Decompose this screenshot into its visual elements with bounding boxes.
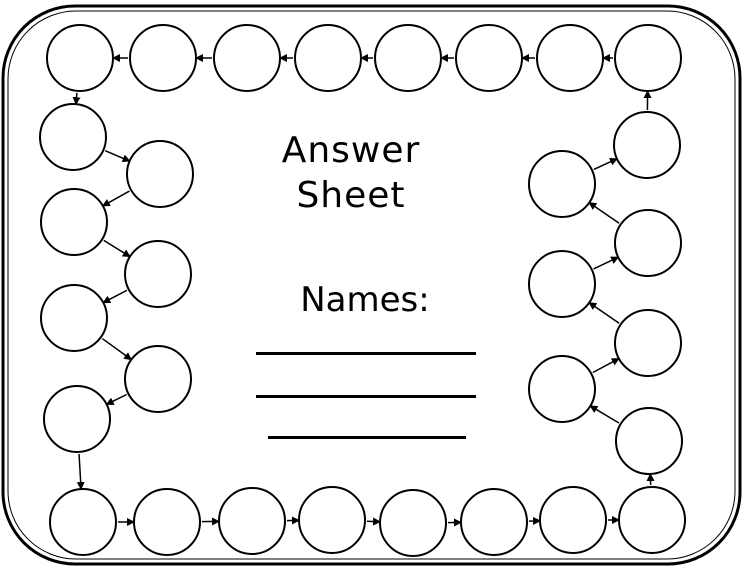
answer-circle[interactable] <box>43 385 111 453</box>
title-line-2: Sheet <box>296 175 406 216</box>
name-line[interactable] <box>256 352 476 355</box>
path-arrow <box>105 393 127 405</box>
answer-circle[interactable] <box>126 140 194 208</box>
outer-border <box>1 4 742 566</box>
title-line-1: Answer <box>281 130 421 171</box>
inner-border <box>7 10 736 560</box>
answer-circle[interactable] <box>455 24 523 92</box>
answer-circle[interactable] <box>294 24 362 92</box>
path-arrow <box>588 302 620 324</box>
answer-circle[interactable] <box>618 486 686 554</box>
path-arrow <box>102 289 128 304</box>
answer-circle[interactable] <box>46 24 114 92</box>
path-arrow <box>589 405 620 424</box>
path-arrow <box>104 150 131 163</box>
answer-circle[interactable] <box>40 188 108 256</box>
answer-circle[interactable] <box>213 24 281 92</box>
answer-circle[interactable] <box>528 355 596 423</box>
answer-circle[interactable] <box>614 209 682 277</box>
answer-circle[interactable] <box>39 103 107 171</box>
path-arrow <box>101 337 133 361</box>
path-arrow <box>101 190 130 207</box>
answer-circle[interactable] <box>124 240 192 308</box>
answer-circle[interactable] <box>133 488 201 556</box>
answer-circle[interactable] <box>40 284 108 352</box>
answer-circle[interactable] <box>536 24 604 92</box>
answer-circle[interactable] <box>460 488 528 556</box>
answer-circle[interactable] <box>298 486 366 554</box>
path-arrow <box>593 158 618 171</box>
answer-circle[interactable] <box>124 345 192 413</box>
path-arrow <box>588 202 620 224</box>
path-arrow <box>593 256 620 270</box>
answer-circle[interactable] <box>49 488 117 556</box>
answer-circle[interactable] <box>218 487 286 555</box>
path-arrow <box>72 92 81 106</box>
name-line[interactable] <box>268 436 466 439</box>
answer-circle[interactable] <box>614 309 682 377</box>
answer-circle[interactable] <box>528 250 596 318</box>
answer-circle[interactable] <box>613 111 681 179</box>
answer-circle[interactable] <box>528 150 596 218</box>
path-arrow <box>76 453 85 491</box>
names-label: Names: <box>300 280 430 320</box>
name-line[interactable] <box>256 395 476 398</box>
answer-circle[interactable] <box>379 489 447 557</box>
answer-circle[interactable] <box>539 486 607 554</box>
answer-circle[interactable] <box>615 407 683 475</box>
answer-circle[interactable] <box>614 24 682 92</box>
path-arrow <box>103 239 131 258</box>
path-arrow <box>592 358 620 374</box>
answer-circle[interactable] <box>129 24 197 92</box>
answer-circle[interactable] <box>374 24 442 92</box>
